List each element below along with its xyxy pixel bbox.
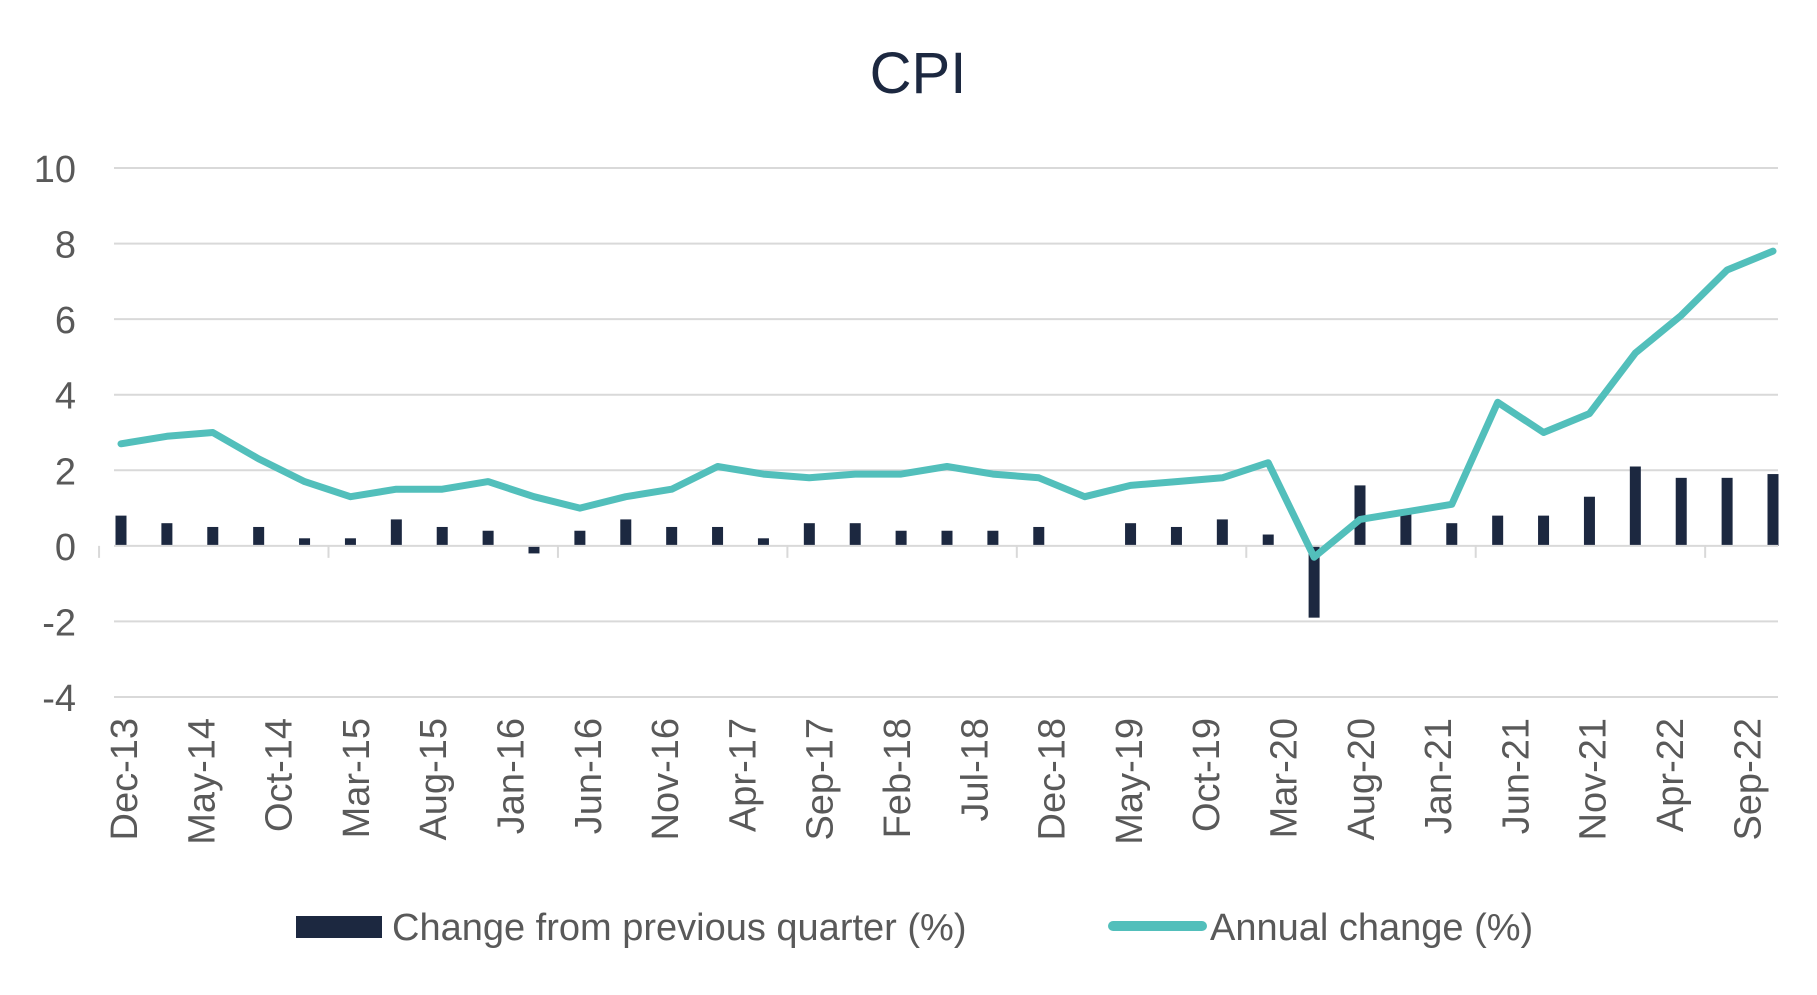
x-tick-label: Jun-16 [568, 718, 610, 834]
y-axis-tick-labels: -4 -2 0 2 4 6 8 10 [34, 149, 76, 720]
bar [1400, 511, 1412, 546]
annual-change-line [117, 247, 1777, 561]
bar [528, 545, 540, 554]
bar [1354, 485, 1366, 546]
x-tick-label: Jul-18 [954, 718, 996, 822]
bar [803, 523, 815, 546]
y-tick-label: 8 [55, 225, 76, 267]
x-tick-label: Dec-13 [104, 718, 146, 841]
y-tick-label: 2 [55, 451, 76, 493]
x-tick-label: Sep-17 [800, 718, 842, 841]
bar [1675, 477, 1687, 546]
bar [253, 526, 265, 546]
bar [299, 538, 311, 546]
bar [849, 523, 861, 546]
bar [1492, 515, 1504, 546]
x-tick-label: Apr-17 [722, 718, 764, 832]
x-tick-label: Oct-19 [1186, 718, 1228, 832]
x-tick-label: Nov-21 [1573, 718, 1615, 841]
y-tick-label: 10 [34, 149, 76, 191]
legend-bar-swatch [296, 916, 382, 938]
bar [1170, 526, 1182, 546]
y-tick-label: -4 [42, 678, 76, 720]
x-tick-label: Mar-15 [336, 718, 378, 838]
x-tick-label: Oct-14 [259, 718, 301, 832]
x-tick-label: Jan-21 [1418, 718, 1460, 834]
bar [666, 526, 678, 546]
bar [482, 530, 494, 546]
y-tick-label: 0 [55, 527, 76, 569]
bar-series [115, 466, 1779, 618]
bar [115, 515, 127, 546]
bar [390, 519, 402, 546]
bar [1767, 474, 1779, 546]
y-tick-label: 4 [55, 376, 76, 418]
x-tick-label: Aug-20 [1341, 718, 1383, 841]
bar [1446, 523, 1458, 546]
x-tick-label: Mar-20 [1264, 718, 1306, 838]
bar [344, 538, 356, 546]
bar [987, 530, 999, 546]
x-tick-label: Dec-18 [1032, 718, 1074, 841]
bar [1033, 526, 1045, 546]
x-tick-label: Feb-18 [877, 718, 919, 838]
bar [1629, 466, 1641, 546]
bar [207, 526, 219, 546]
bar [941, 530, 953, 546]
line-series [117, 247, 1777, 561]
bar [1583, 496, 1595, 546]
legend-bar-label: Change from previous quarter (%) [392, 907, 966, 949]
x-tick-label: Jan-16 [491, 718, 533, 834]
bar [1262, 534, 1274, 546]
y-tick-label: 6 [55, 300, 76, 342]
bar [1125, 523, 1137, 546]
gridlines [114, 167, 1778, 698]
x-tick-label: Aug-15 [413, 718, 455, 841]
x-axis [98, 544, 1778, 558]
bar [757, 538, 769, 546]
bar [895, 530, 907, 546]
x-tick-label: May-14 [181, 718, 223, 845]
bar [436, 526, 448, 546]
bar [620, 519, 632, 546]
x-tick-label: Apr-22 [1650, 718, 1692, 832]
bar [1538, 515, 1550, 546]
bar [574, 530, 586, 546]
chart-title: CPI [870, 41, 967, 106]
x-tick-label: Jun-21 [1495, 718, 1537, 834]
x-axis-tick-labels: Dec-13 May-14 Oct-14 Mar-15 Aug-15 Jan-16 Jun-… [104, 718, 1769, 845]
x-tick-label: Sep-22 [1727, 718, 1769, 841]
legend-line-label: Annual change (%) [1210, 907, 1533, 949]
bar [1216, 519, 1228, 546]
x-tick-label: Nov-16 [645, 718, 687, 841]
bar [161, 523, 173, 546]
x-tick-label: May-19 [1109, 718, 1151, 845]
legend: Change from previous quarter (%) Annual … [296, 907, 1533, 949]
y-tick-label: -2 [42, 602, 76, 644]
bar [712, 526, 724, 546]
bar [1308, 545, 1320, 618]
bar [1721, 477, 1733, 546]
